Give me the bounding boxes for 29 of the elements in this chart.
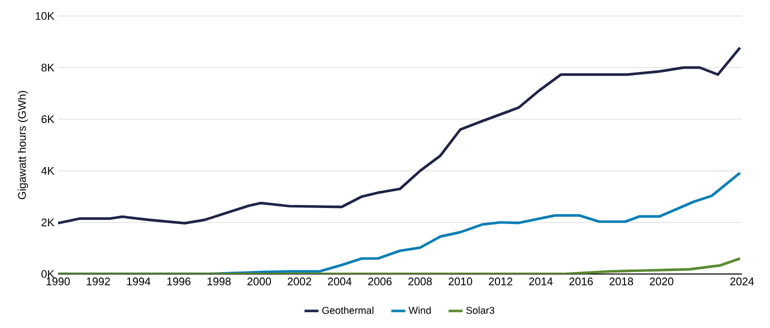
x-tick-label: 2002: [288, 278, 312, 286]
x-tick-label: 2008: [408, 278, 432, 286]
y-tick-label: 10K: [36, 12, 54, 20]
y-tick-label: 0K: [41, 270, 54, 278]
y-tick-label: 4K: [41, 167, 54, 175]
y-tick-label: 8K: [41, 64, 54, 72]
legend-label: Geothermal: [322, 306, 374, 314]
legend-label: Wind: [408, 306, 431, 314]
x-tick-label: 2000: [248, 278, 271, 286]
x-tick-label: 1994: [127, 278, 150, 286]
line-series: [58, 257, 742, 274]
x-tick-label: 2012: [488, 278, 512, 286]
x-tick-label: 1996: [167, 278, 190, 286]
x-tick-label: 2010: [448, 278, 472, 286]
x-tick-label: 2020: [650, 278, 674, 286]
x-tick-label: 2014: [529, 278, 553, 286]
x-tick-label: 2016: [569, 278, 593, 286]
y-tick-label: 6K: [42, 115, 54, 124]
x-tick-label: 1998: [208, 278, 231, 286]
x-tick-label: 1990: [46, 278, 70, 286]
y-tick-label: 2K: [42, 218, 54, 226]
x-tick-label: 2018: [610, 278, 634, 286]
y-axis-title: Gigawatt hours (GWh): [18, 90, 28, 200]
x-tick-label: 2006: [368, 278, 392, 286]
line-series: [58, 46, 742, 224]
x-tick-label: 2024: [730, 278, 754, 286]
x-tick-label: 2004: [328, 278, 352, 286]
legend-label: Solar3: [466, 306, 494, 314]
x-tick-label: 1992: [86, 278, 110, 286]
